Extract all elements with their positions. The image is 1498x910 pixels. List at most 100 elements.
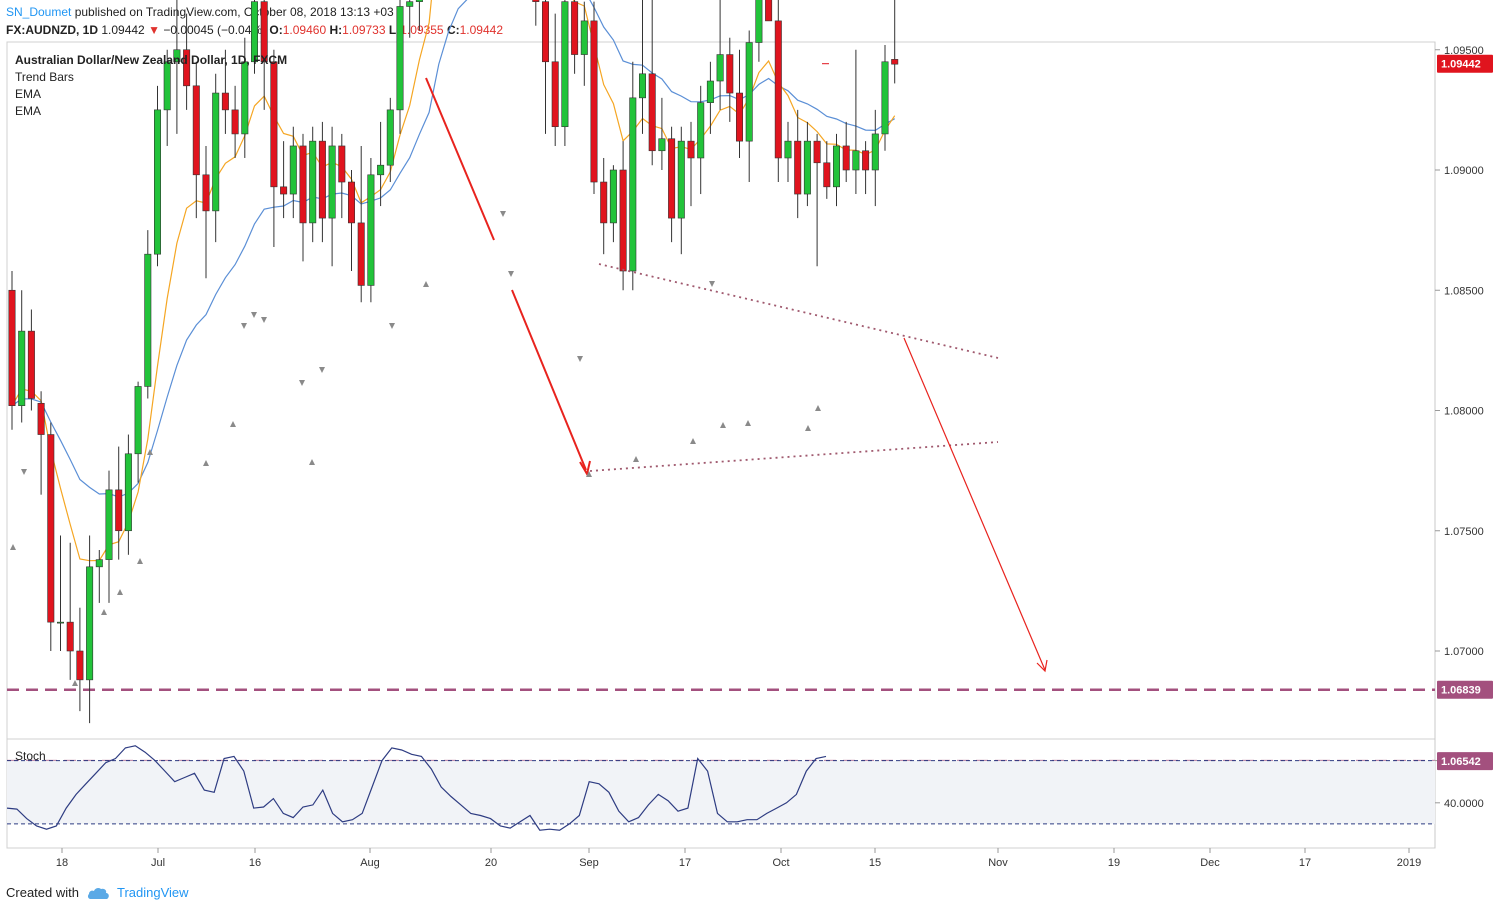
- candle-up: [309, 140, 317, 224]
- time-axis[interactable]: 18 Jul 16 Aug 20 Sep 17 Oct 15 Nov 19 Dec 17 2019: [56, 848, 1421, 869]
- candle-up: [124, 453, 132, 532]
- candle-down: [115, 489, 123, 532]
- pivot-low-marker: [805, 425, 811, 431]
- pivot-low-marker: [586, 471, 592, 477]
- time-tick-label: 20: [485, 857, 497, 869]
- change-arrow-icon: ▼: [148, 23, 160, 37]
- candle-up: [367, 174, 375, 286]
- pivot-high-marker: [500, 211, 506, 217]
- candle-up: [144, 253, 152, 387]
- candle-down: [648, 73, 656, 152]
- pivot-low-marker: [203, 460, 209, 466]
- price-tags: 1.09442 1.06839 1.06542: [822, 54, 1493, 771]
- ohlc-line: FX:AUDNZD, 1D 1.09442 ▼ −0.00045 (−0.04%…: [6, 21, 503, 39]
- candle-down: [891, 59, 899, 65]
- candle-down: [260, 1, 268, 63]
- pivot-low-marker: [147, 449, 153, 455]
- tradingview-brand: TradingView: [116, 885, 189, 900]
- candle-down: [532, 0, 540, 2]
- candle-up: [396, 6, 404, 111]
- candle-up: [803, 140, 811, 195]
- high-label: H:: [329, 23, 343, 37]
- triangle-upper-line: [598, 263, 999, 359]
- projection-line: [903, 337, 1046, 671]
- pivot-high-marker: [577, 356, 583, 362]
- triangle-lower-line: [589, 441, 999, 472]
- candle-up: [697, 102, 705, 159]
- candle-down: [619, 169, 627, 272]
- time-tick-label: 19: [1108, 857, 1120, 869]
- price-tag: [1437, 680, 1493, 699]
- candle-down: [280, 186, 288, 195]
- created-with-label: Created with: [6, 885, 79, 900]
- candle-up: [832, 145, 840, 188]
- candle-down: [842, 145, 850, 171]
- candle-down: [600, 181, 608, 224]
- candle-down: [726, 54, 734, 94]
- high-value: 1.09733: [342, 23, 386, 37]
- time-tick-label: 17: [1299, 857, 1311, 869]
- candle-down: [590, 20, 598, 183]
- candle-down: [668, 138, 676, 219]
- candle-down: [202, 174, 210, 212]
- chart-legend: Australian Dollar/New Zealand Dollar, 1D…: [15, 52, 287, 120]
- pivot-high-marker: [21, 469, 27, 475]
- pivot-high-marker: [299, 380, 305, 386]
- candle-up: [638, 73, 646, 99]
- candle-down: [735, 92, 743, 142]
- footer: Created with TradingView: [6, 884, 189, 902]
- price-axis[interactable]: 1.120001.115001.110001.105001.100001.095…: [1435, 0, 1484, 658]
- candle-up: [406, 1, 414, 7]
- candle-up: [212, 92, 220, 212]
- pivot-low-marker: [423, 281, 429, 287]
- candle-up: [745, 42, 753, 142]
- legend-ema-1[interactable]: EMA: [15, 87, 42, 101]
- pivot-high-marker: [251, 312, 257, 318]
- cloud-icon: [87, 887, 109, 899]
- candle-down: [862, 150, 870, 171]
- candle-down: [47, 434, 55, 623]
- candle-up: [134, 386, 142, 455]
- price-tag-label: 1.06542: [1441, 756, 1481, 768]
- candle-down: [183, 49, 191, 87]
- candle-down: [338, 145, 346, 183]
- candle-down: [318, 140, 326, 219]
- candle-down: [27, 330, 35, 399]
- symbol-label: FX:AUDNZD, 1D: [6, 23, 98, 37]
- candle-down: [551, 61, 559, 128]
- candle-up: [173, 49, 181, 63]
- candle-down: [270, 61, 278, 188]
- pivot-low-marker: [230, 421, 236, 427]
- candles: [8, 0, 899, 724]
- candle-down: [37, 402, 45, 435]
- legend-trend-bars[interactable]: Trend Bars: [15, 70, 74, 84]
- candle-up: [561, 1, 569, 128]
- candle-up: [755, 0, 763, 43]
- candle-down: [813, 140, 821, 164]
- publish-header: SN_Doumet published on TradingView.com, …: [6, 3, 394, 21]
- candle-up: [95, 559, 103, 568]
- time-tick-label: 16: [249, 857, 261, 869]
- open-label: O:: [269, 23, 283, 37]
- candle-up: [377, 164, 385, 176]
- time-tick-label: Aug: [360, 857, 380, 869]
- stoch-line: [6, 745, 827, 831]
- candle-down: [299, 145, 307, 224]
- author-link[interactable]: SN_Doumet: [6, 5, 72, 19]
- legend-ema-2[interactable]: EMA: [15, 104, 42, 118]
- candle-up: [677, 140, 685, 219]
- candle-up: [658, 138, 666, 152]
- candle-up: [609, 169, 617, 224]
- price-tag: [1437, 752, 1493, 771]
- open-value: 1.09460: [282, 23, 327, 37]
- candle-down: [794, 140, 802, 195]
- candle-down: [231, 109, 239, 135]
- low-label: L:: [388, 23, 401, 37]
- time-tick-label: Oct: [772, 857, 789, 869]
- pivot-high-marker: [508, 271, 514, 277]
- candle-up: [154, 109, 162, 255]
- price-tick-label: 1.07500: [1444, 526, 1484, 538]
- main-pane-frame: [6, 41, 1436, 740]
- tradingview-logo[interactable]: TradingView: [87, 884, 189, 902]
